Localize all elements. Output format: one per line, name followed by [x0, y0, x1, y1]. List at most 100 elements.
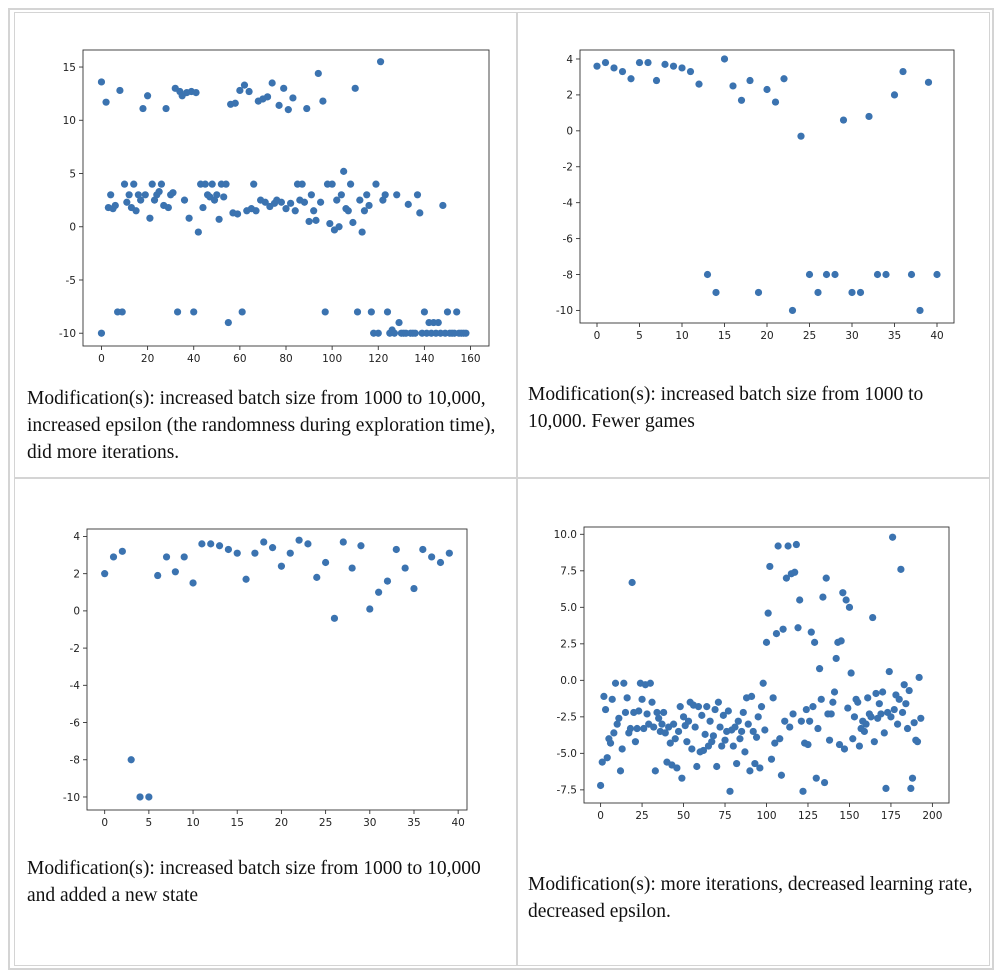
data-point: [261, 198, 269, 206]
data-point: [678, 64, 686, 72]
y-tick-label: 2: [73, 568, 80, 580]
data-point: [933, 270, 941, 279]
data-point: [610, 729, 618, 737]
data-point: [635, 58, 644, 67]
data-point: [746, 76, 754, 85]
data-point: [353, 308, 362, 316]
data-point: [812, 774, 820, 782]
data-point: [282, 205, 290, 213]
data-point: [224, 318, 232, 327]
data-point: [720, 55, 729, 63]
plot-frame: [86, 528, 468, 811]
y-tick-label: -6: [70, 717, 81, 729]
data-point: [752, 733, 761, 741]
data-point: [827, 710, 835, 718]
y-tick-label: -10: [59, 328, 76, 340]
data-point: [890, 91, 899, 99]
data-point: [125, 191, 133, 199]
x-tick-label: 160: [461, 353, 481, 365]
data-point: [903, 724, 912, 733]
data-point: [651, 767, 659, 775]
data-point: [111, 201, 119, 210]
data-point: [764, 609, 772, 617]
data-point: [706, 717, 714, 725]
data-point: [774, 542, 782, 550]
data-point: [907, 270, 916, 279]
x-tick-label: 30: [845, 330, 858, 342]
data-point: [453, 308, 461, 316]
data-point: [404, 200, 412, 208]
data-point: [180, 196, 189, 204]
data-point: [312, 216, 320, 224]
data-point: [621, 708, 630, 717]
data-point: [908, 774, 917, 782]
data-point: [116, 86, 124, 95]
data-point: [842, 596, 850, 604]
data-point: [847, 669, 855, 677]
data-point: [164, 203, 172, 212]
data-point: [395, 318, 403, 327]
x-tick-label: 35: [888, 330, 901, 342]
data-point: [719, 711, 727, 719]
y-tick-label: -6: [563, 233, 574, 245]
data-point: [870, 738, 878, 746]
data-point: [913, 738, 922, 746]
y-tick-label: 0: [73, 606, 80, 618]
data-point: [633, 724, 641, 733]
y-tick-label: 15: [63, 62, 76, 74]
data-point: [300, 198, 309, 206]
y-tick-label: 0.0: [560, 675, 577, 687]
data-point: [145, 793, 153, 801]
data-point: [756, 764, 764, 772]
data-point: [869, 613, 877, 622]
data-point: [593, 62, 601, 70]
data-point: [772, 630, 781, 638]
data-point: [875, 700, 883, 708]
data-point: [759, 679, 767, 687]
y-tick-label: -8: [563, 269, 573, 281]
data-point: [344, 207, 352, 215]
data-point: [289, 94, 297, 102]
data-point: [208, 180, 216, 188]
data-point: [699, 746, 708, 755]
y-tick-label: -4: [563, 197, 574, 209]
data-point: [854, 698, 862, 706]
data-point: [856, 288, 865, 297]
x-tick-label: 100: [756, 810, 776, 822]
data-point: [291, 207, 299, 215]
y-tick-label: 0: [69, 222, 76, 234]
y-tick-label: 4: [566, 54, 573, 66]
data-point: [751, 759, 759, 768]
x-tick-label: 140: [414, 353, 434, 365]
data-point: [802, 705, 810, 714]
data-point: [328, 180, 336, 188]
data-point: [666, 739, 674, 747]
data-point: [307, 191, 315, 199]
data-point: [192, 88, 200, 97]
x-tick-label: 25: [319, 817, 332, 829]
data-point: [120, 180, 129, 188]
data-point: [305, 217, 313, 226]
data-point: [222, 180, 230, 188]
data-point: [718, 742, 726, 750]
data-point: [413, 191, 422, 199]
scatter-plot-3: 0 5 10 15 20 25 30 35 40 -10 -8 -6 -4 -2 0 2 4: [63, 528, 468, 829]
data-point: [376, 58, 385, 66]
y-tick-label: -7.5: [557, 785, 578, 797]
data-point: [260, 538, 268, 546]
caption-4: Modification(s): more iterations, decrea…: [528, 874, 973, 922]
data-point: [837, 637, 845, 645]
data-point: [814, 724, 822, 733]
data-point: [626, 724, 635, 733]
data-point: [434, 318, 442, 327]
data-point: [761, 726, 769, 734]
data-point: [365, 201, 373, 210]
data-point: [102, 98, 110, 106]
data-point: [777, 771, 786, 779]
data-point: [658, 720, 666, 728]
data-point: [610, 64, 618, 72]
plot-frame: [583, 526, 950, 804]
data-point: [321, 308, 329, 316]
data-point: [240, 81, 249, 89]
data-point: [335, 223, 343, 231]
